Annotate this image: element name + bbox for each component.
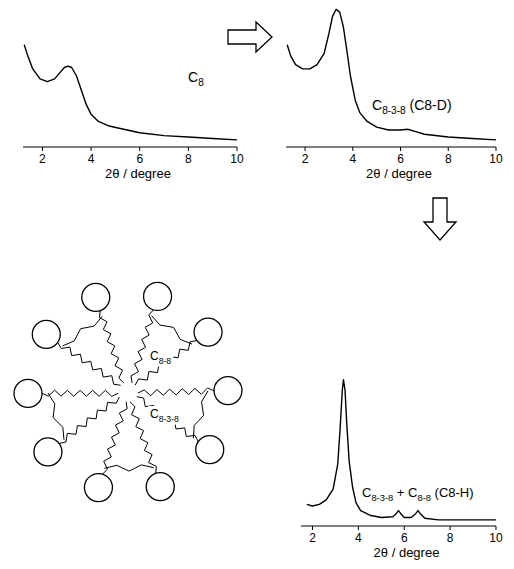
alkyl-chain [135, 341, 197, 386]
x-tick-label: 6 [136, 152, 143, 166]
x-axis-title: 2θ / degree [366, 166, 432, 181]
x-tick-label: 4 [349, 152, 356, 166]
label-bg [148, 348, 173, 367]
head-group [146, 473, 174, 501]
arrow-down [424, 198, 456, 240]
x-tick [358, 526, 359, 530]
xrd-panel: 2 4 6 8 10 2θ / degree C8-3-8 + C8-8 (C8-H) [301, 380, 503, 560]
x-tick-label: 2 [302, 152, 309, 166]
head-group [194, 318, 222, 346]
figure: 2 4 6 8 10 2θ / degree C8 2 4 6 8 10 2θ / degree C8-3… [0, 0, 514, 569]
head-group [84, 474, 112, 502]
x-axis [286, 147, 496, 148]
x-axis-title: 2θ / degree [374, 545, 440, 560]
alkyl-chain [103, 402, 128, 474]
x-tick [91, 147, 92, 151]
x-tick-label: 2 [309, 531, 316, 545]
x-axis-title: 2θ / degree [105, 166, 171, 181]
x-tick [404, 526, 405, 530]
micelle-diagram: C8-8 C8-3-8 [14, 282, 242, 501]
spacer-chain [48, 393, 64, 440]
x-tick [448, 147, 449, 151]
x-tick [139, 147, 140, 151]
x-tick-label: 8 [447, 531, 454, 545]
x-axis [23, 147, 237, 148]
x-tick-label: 2 [39, 152, 46, 166]
x-tick-label: 4 [88, 152, 95, 166]
x-tick-label: 8 [185, 152, 192, 166]
head-group [196, 436, 224, 464]
x-tick-label: 4 [355, 531, 362, 545]
head-group [14, 379, 42, 407]
x-tick [188, 147, 189, 151]
spacer-chain [63, 316, 103, 346]
x-tick [400, 147, 401, 151]
x-tick [496, 147, 497, 151]
spacer-chain [104, 465, 153, 471]
head-group [32, 320, 60, 348]
label: C8-3-8 + C8-8 (C8-H) [362, 485, 474, 503]
alkyl-chain [58, 342, 121, 385]
head-group [82, 283, 110, 311]
xrd-panel: 2 4 6 8 10 2θ / degree C8-3-8 (C8-D) [286, 9, 503, 181]
x-tick-label: 10 [489, 531, 503, 545]
label-bg [148, 406, 181, 425]
label: C8-3-8 (C8-D) [372, 97, 452, 116]
xrd-curve [24, 45, 237, 140]
arrows [228, 22, 456, 240]
x-tick-label: 6 [397, 152, 404, 166]
head-group [214, 377, 242, 405]
spacer-chain [193, 391, 208, 438]
alkyl-chain [138, 388, 214, 396]
x-tick [312, 526, 313, 530]
x-tick [305, 147, 306, 151]
x-tick [496, 526, 497, 530]
label: C8-3-8 [150, 407, 179, 424]
head-group [34, 438, 62, 466]
label: C8-8 [150, 349, 171, 366]
alkyl-chain [59, 397, 119, 444]
alkyl-chain [137, 397, 199, 442]
x-tick-label: 8 [445, 152, 452, 166]
x-tick-label: 10 [489, 152, 503, 166]
arrow-right [228, 22, 272, 52]
x-tick [352, 147, 353, 151]
x-tick-label: 10 [230, 152, 244, 166]
xrd-panel: 2 4 6 8 10 2θ / degree C8 [23, 45, 244, 181]
x-tick [237, 147, 238, 151]
x-tick-label: 6 [401, 531, 408, 545]
alkyl-chain [99, 311, 123, 383]
xrd-curve [307, 380, 496, 520]
spacer-chain [152, 316, 192, 345]
label: C8 [188, 69, 204, 88]
x-tick [42, 147, 43, 151]
head-group [144, 282, 172, 310]
xrd-curve [287, 9, 496, 140]
alkyl-chain [42, 390, 118, 396]
x-tick [450, 526, 451, 530]
x-axis [301, 526, 496, 527]
